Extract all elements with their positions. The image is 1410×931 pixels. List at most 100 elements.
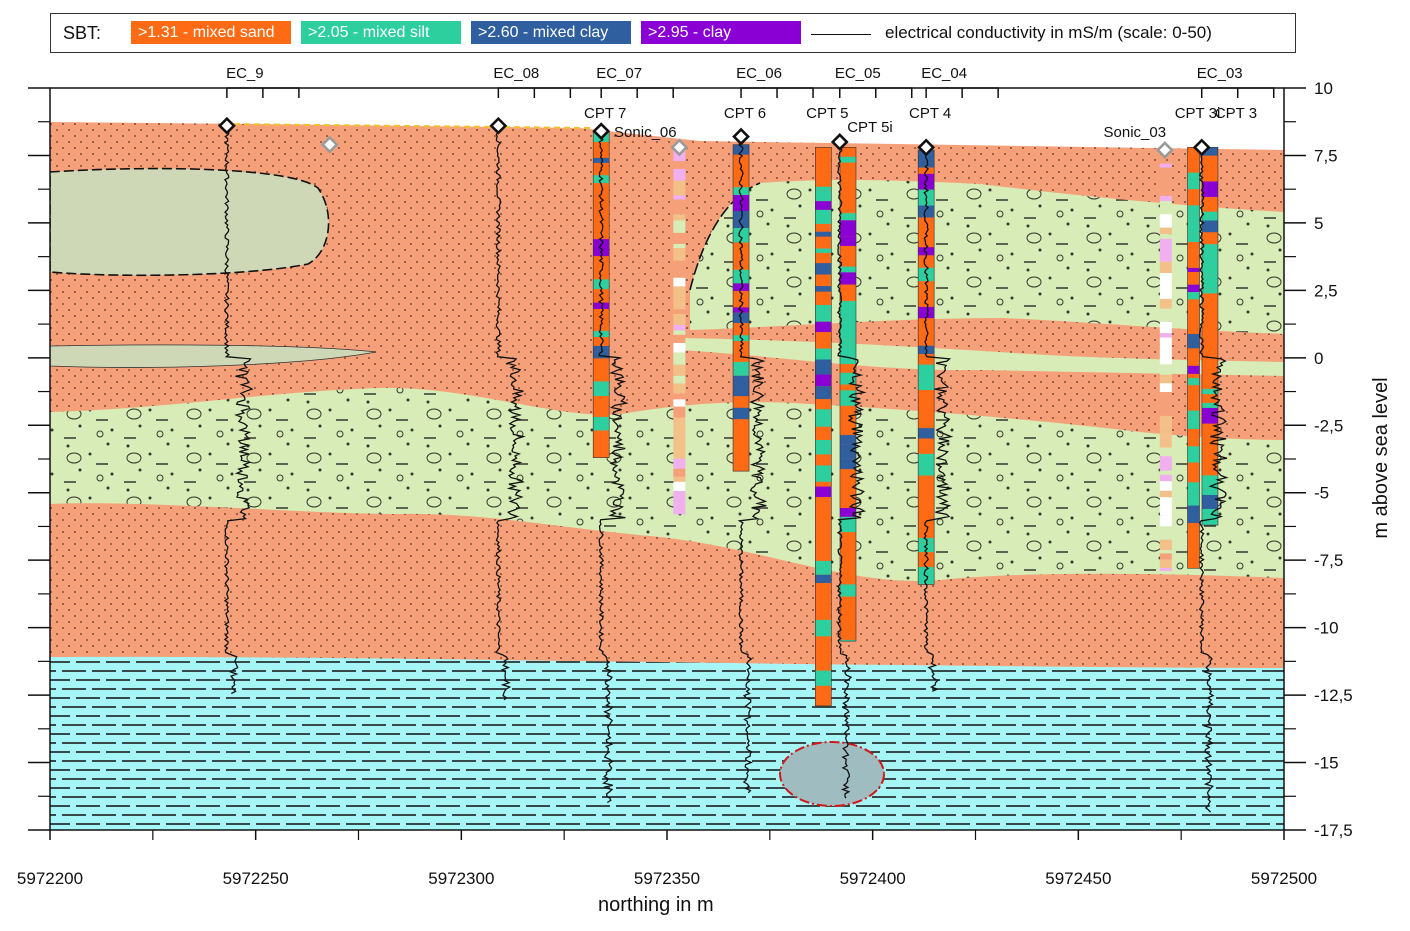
sonic-core-segment	[1159, 308, 1172, 322]
sonic-core-segment	[1159, 400, 1172, 413]
ec-log-line	[836, 141, 867, 799]
ec-label: EC_07	[596, 65, 642, 82]
sonic-core-segment	[1159, 273, 1172, 287]
till-lens-upper	[50, 167, 330, 277]
sonic-core-segment	[1159, 167, 1172, 175]
ec-log-line	[737, 136, 768, 794]
x-tick-label: 5972300	[428, 869, 494, 888]
sonic-core-segment	[673, 364, 686, 372]
y-tick-label: -12,5	[1314, 686, 1353, 705]
cpt-label: CPT 7	[584, 105, 626, 122]
ec-top-marker	[917, 138, 936, 157]
sonic-core-segment	[673, 220, 686, 233]
sonic-core-segment	[1159, 374, 1172, 384]
cpt-label: CPT 3	[1215, 105, 1257, 122]
ec-top-marker	[217, 116, 236, 135]
sonic-core-segment	[673, 180, 686, 196]
sonic-core-segment	[673, 458, 686, 469]
cpt-label: CPT 5	[806, 105, 848, 122]
sonic-core-segment	[1159, 539, 1172, 551]
sonic-core-segment	[1159, 559, 1172, 568]
x-tick-label: 5972200	[17, 869, 83, 888]
sonic-core-segment	[673, 286, 686, 298]
legend-item-mixed-clay: >2.60 - mixed clay	[471, 21, 631, 44]
sonic-core-segment	[673, 503, 686, 515]
ec-scale-bracket	[600, 87, 674, 98]
legend-item-sand: >1.31 - mixed sand	[131, 21, 291, 44]
ec-top-marker	[830, 133, 849, 151]
y-tick-label: 10	[1314, 79, 1333, 98]
sonic-core-segment	[1159, 515, 1172, 527]
sonic-core-segment	[673, 195, 686, 200]
y-tick-label: 2,5	[1314, 281, 1338, 300]
y-tick-label: 5	[1314, 214, 1323, 233]
sonic-marker	[1155, 141, 1174, 159]
cpt-label: CPT 3i	[1175, 105, 1221, 122]
sonic-core-segment	[1159, 447, 1172, 457]
sonic-core-segment	[673, 343, 686, 353]
sonic-core-segment	[1159, 550, 1172, 554]
sonic-core-segment	[1159, 430, 1172, 436]
sonic-marker	[670, 138, 689, 157]
sonic-core-segment	[673, 297, 686, 310]
sonic-core-segment	[1159, 238, 1172, 250]
sonic-core-segment	[1159, 497, 1172, 510]
y-tick-label: -5	[1314, 484, 1329, 503]
sonic-core-segment	[673, 468, 686, 477]
ec-label: EC_08	[493, 65, 539, 82]
sonic-label: Sonic_03	[1104, 124, 1167, 141]
legend: SBT: >1.31 - mixed sand >2.05 - mixed si…	[50, 13, 1296, 53]
y-tick-label: -10	[1314, 619, 1339, 638]
ec-scale-bracket	[497, 87, 572, 98]
ec-scale-bracket	[226, 87, 300, 98]
sonic-core-segment	[1159, 227, 1172, 235]
ec-scale-bracket	[1200, 87, 1275, 98]
sonic-core-segment	[673, 481, 686, 491]
sonic-label: Sonic_06	[614, 124, 677, 141]
ec-scale-bracket	[740, 87, 814, 98]
sonic-core-segment	[1159, 261, 1172, 274]
sonic-core-segment	[673, 265, 686, 278]
y-tick-label: -15	[1314, 754, 1339, 773]
till-lens-thin	[50, 344, 377, 368]
x-tick-label: 5972250	[223, 869, 289, 888]
sonic-core-segment	[1159, 234, 1172, 239]
ec-top-marker	[732, 127, 750, 146]
sonic-core-segment	[1159, 383, 1172, 393]
sonic-core-segment	[673, 406, 686, 418]
ec-log-line	[597, 131, 629, 804]
sonic-core-segment	[1159, 474, 1172, 482]
sonic-core-segment	[673, 243, 686, 249]
x-tick-label: 5972500	[1251, 869, 1317, 888]
sonic-core-segment	[1159, 392, 1172, 401]
sonic-core-segment	[673, 352, 686, 365]
sonic-core-segment	[673, 417, 686, 424]
x-tick-label: 5972400	[840, 869, 906, 888]
sonic-core-segment	[1159, 286, 1172, 299]
sonic-core-segment	[673, 476, 686, 482]
cpt-label: CPT 6	[724, 105, 766, 122]
sonic-core-segment	[1159, 174, 1172, 185]
sonic-core-segment	[673, 330, 686, 335]
sonic-core-segment	[673, 450, 686, 459]
x-axis-title: northing in m	[598, 894, 714, 916]
y-tick-label: -17,5	[1314, 821, 1353, 840]
sonic-core-segment	[1159, 249, 1172, 262]
sonic-core-segment	[1159, 321, 1172, 334]
sonic-core-segment	[673, 383, 686, 394]
ec-label: EC_06	[736, 65, 782, 82]
sonic-core-segment	[1159, 184, 1172, 196]
ec-label: EC_9	[226, 65, 264, 82]
legend-item-clay: >2.95 - clay	[641, 21, 801, 44]
sonic-core-segment	[673, 375, 686, 384]
sonic-core-segment	[673, 490, 686, 504]
sonic-core-segment	[1159, 195, 1172, 202]
sonic-core-segment	[1159, 298, 1172, 309]
y-tick-label: 0	[1314, 349, 1323, 368]
sonic-core-segment	[1159, 553, 1172, 560]
sonic-core-segment	[1159, 412, 1172, 416]
legend-title: SBT:	[63, 23, 102, 43]
sonic-core-segment	[673, 437, 686, 451]
x-tick-label: 5972350	[634, 869, 700, 888]
sonic-core-segment	[673, 260, 686, 266]
